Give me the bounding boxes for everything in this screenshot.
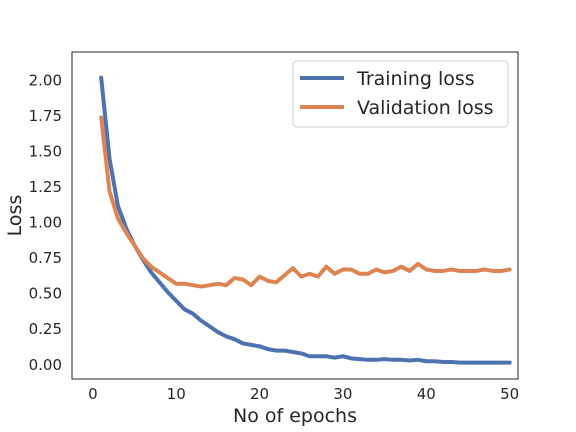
y-tick-label: 1.75 (29, 107, 62, 125)
legend-label: Training loss (356, 68, 475, 90)
y-tick-label: 1.00 (29, 214, 62, 232)
y-tick-label: 2.00 (29, 71, 62, 89)
x-axis-ticks: 0 10 20 30 40 50 (88, 385, 519, 403)
y-tick-label: 0.50 (29, 285, 62, 303)
y-tick-label: 0.75 (29, 249, 62, 267)
y-tick-label: 0.00 (29, 356, 62, 374)
y-tick-label: 1.25 (29, 178, 62, 196)
x-tick-label: 20 (250, 385, 269, 403)
plot-frame (71, 51, 519, 380)
x-tick-label: 50 (500, 385, 519, 403)
x-tick-label: 0 (88, 385, 98, 403)
legend: Training loss Validation loss (292, 60, 509, 128)
x-tick-label: 40 (417, 385, 436, 403)
legend-box (292, 60, 509, 128)
y-tick-label: 0.25 (29, 320, 62, 338)
x-tick-label: 10 (167, 385, 186, 403)
series-layer (99, 75, 512, 365)
y-axis-ticks: 0.00 0.25 0.50 0.75 1.00 1.25 1.50 1.75 2.00 (29, 71, 62, 373)
x-tick-label: 30 (333, 385, 352, 403)
legend-label: Validation loss (357, 97, 494, 119)
series-line (99, 75, 512, 365)
y-tick-label: 1.50 (29, 143, 62, 161)
x-axis-title: No of epochs (233, 405, 357, 427)
y-axis-title: Loss (4, 195, 26, 237)
series-line (99, 115, 512, 289)
